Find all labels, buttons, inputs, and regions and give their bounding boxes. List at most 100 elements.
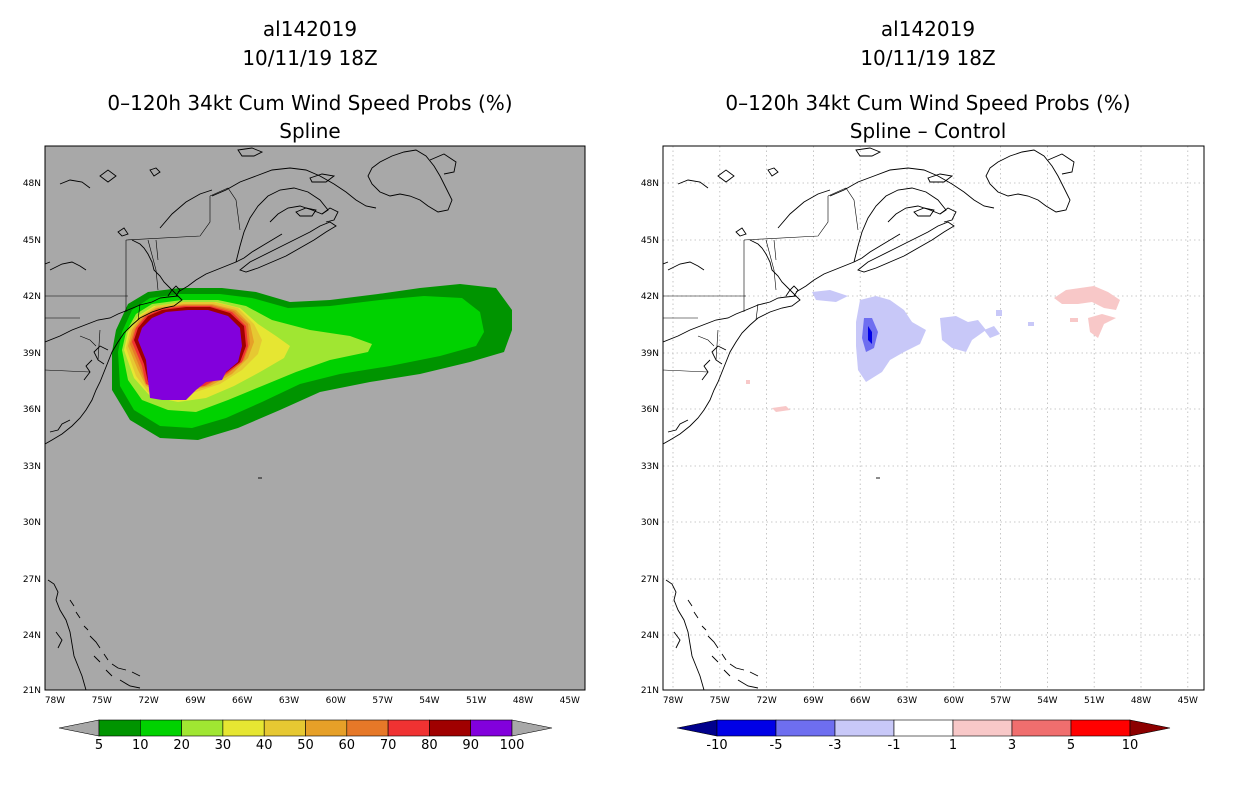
colorbar: 5 10 20 30 40 50 60 70 80 90 100 [58, 719, 553, 753]
lon-label: 78W [45, 696, 65, 706]
lat-label: 39N [23, 349, 41, 359]
colorbar-label: 5 [1067, 738, 1075, 753]
probability-field [112, 284, 512, 440]
lat-label: 42N [23, 292, 41, 302]
lon-label: 78W [663, 696, 683, 706]
contour-minus-1 [856, 296, 926, 382]
colorbar-label: 40 [256, 738, 273, 753]
colorbar-swatch [1011, 719, 1072, 737]
product-title: 0–120h 34kt Cum Wind Speed Probs (%) [725, 91, 1130, 115]
right-panel: al142019 10/11/19 18Z 0–120h 34kt Cum Wi… [641, 17, 1205, 753]
init-time: 10/11/19 18Z [860, 46, 995, 70]
colorbar-label: 70 [380, 738, 397, 753]
lat-label: 45N [23, 236, 41, 246]
colorbar-swatch [98, 719, 141, 737]
lat-label: 27N [641, 575, 659, 585]
map-background [45, 146, 585, 690]
colorbar-under-arrow [58, 719, 100, 737]
contour-plus-1 [1054, 286, 1120, 310]
product-title: 0–120h 34kt Cum Wind Speed Probs (%) [107, 91, 512, 115]
map-frame [662, 145, 1205, 691]
colorbar-swatch [893, 719, 954, 737]
colorbar-label: 10 [1122, 738, 1139, 753]
panel-subtitle: Spline – Control [850, 119, 1007, 143]
storm-id: al142019 [263, 17, 357, 41]
storm-id: al142019 [881, 17, 975, 41]
longitude-labels: 78W 75W 72W 69W 66W 63W 60W 57W 54W 51W 48W 45W [663, 696, 1198, 706]
colorbar-label: 3 [1008, 738, 1016, 753]
lat-label: 36N [641, 405, 659, 415]
colorbar-swatch [470, 719, 513, 737]
colorbar-swatch [952, 719, 1013, 737]
colorbar-swatch [775, 719, 836, 737]
colorbar-label: 80 [421, 738, 438, 753]
contour-plus-1 [1088, 314, 1116, 338]
lon-label: 75W [710, 696, 730, 706]
colorbar-swatch [429, 719, 471, 737]
contour-minus-1 [812, 290, 848, 302]
colorbar-swatch [305, 719, 348, 737]
latitude-labels: 48N 45N 42N 39N 36N 33N 30N 27N 24N 21N [23, 179, 41, 696]
lat-label: 24N [641, 631, 659, 641]
lat-label: 30N [23, 518, 41, 528]
colorbar-under-arrow [676, 719, 718, 737]
lon-label: 63W [897, 696, 917, 706]
contour-minus-1 [996, 310, 1002, 316]
lon-label: 45W [560, 696, 580, 706]
init-time: 10/11/19 18Z [242, 46, 377, 70]
colorbar-swatch [716, 719, 777, 737]
colorbar-label: -10 [706, 738, 727, 753]
lon-label: 72W [138, 696, 158, 706]
lat-label: 45N [641, 236, 659, 246]
lat-label: 42N [641, 292, 659, 302]
lat-label: 33N [23, 462, 41, 472]
contour-minus-1 [890, 320, 922, 342]
lat-label: 30N [641, 518, 659, 528]
colorbar-label: 30 [215, 738, 232, 753]
contour-plus-1 [746, 380, 750, 384]
lat-label: 48N [641, 179, 659, 189]
lat-label: 36N [23, 405, 41, 415]
colorbar-swatch [834, 719, 895, 737]
colorbar-swatch [387, 719, 430, 737]
contour-minus-5 [868, 326, 872, 344]
lon-label: 48W [513, 696, 533, 706]
colorbar-swatch [222, 719, 265, 737]
colorbar-swatch [1070, 719, 1131, 737]
lon-label: 51W [1084, 696, 1104, 706]
colorbar-label: 50 [297, 738, 314, 753]
lat-label: 39N [641, 349, 659, 359]
lon-label: 54W [1037, 696, 1057, 706]
difference-field [746, 286, 1120, 412]
contour-minus-1 [940, 316, 986, 352]
lon-label: 48W [1131, 696, 1151, 706]
colorbar-over-arrow [511, 719, 553, 737]
lon-label: 69W [185, 696, 205, 706]
map-frame [44, 145, 586, 691]
lat-label: 48N [23, 179, 41, 189]
contour-plus-1 [772, 406, 790, 412]
lon-label: 45W [1178, 696, 1198, 706]
contour-minus-1 [1028, 322, 1034, 326]
longitude-labels: 78W 75W 72W 69W 66W 63W 60W 57W 54W 51W 48W 45W [45, 696, 580, 706]
left-panel: al142019 10/11/19 18Z 0–120h 34kt Cum Wi… [23, 17, 586, 753]
contour-minus-1 [984, 326, 1000, 338]
colorbar-label: 10 [132, 738, 149, 753]
colorbar-swatch [140, 719, 182, 737]
lon-label: 57W [372, 696, 392, 706]
lon-label: 60W [944, 696, 964, 706]
colorbar-label: 20 [173, 738, 190, 753]
lon-label: 63W [279, 696, 299, 706]
lon-label: 54W [419, 696, 439, 706]
colorbar-label: 100 [500, 738, 525, 753]
colorbar-label: -3 [829, 738, 842, 753]
lat-label: 24N [23, 631, 41, 641]
contour-plus-1 [1070, 318, 1078, 322]
colorbar-label: 5 [95, 738, 103, 753]
colorbar-label: 1 [949, 738, 957, 753]
lat-label: 21N [641, 686, 659, 696]
colorbar-over-arrow [1129, 719, 1171, 737]
lon-label: 51W [466, 696, 486, 706]
colorbar-swatch [263, 719, 306, 737]
